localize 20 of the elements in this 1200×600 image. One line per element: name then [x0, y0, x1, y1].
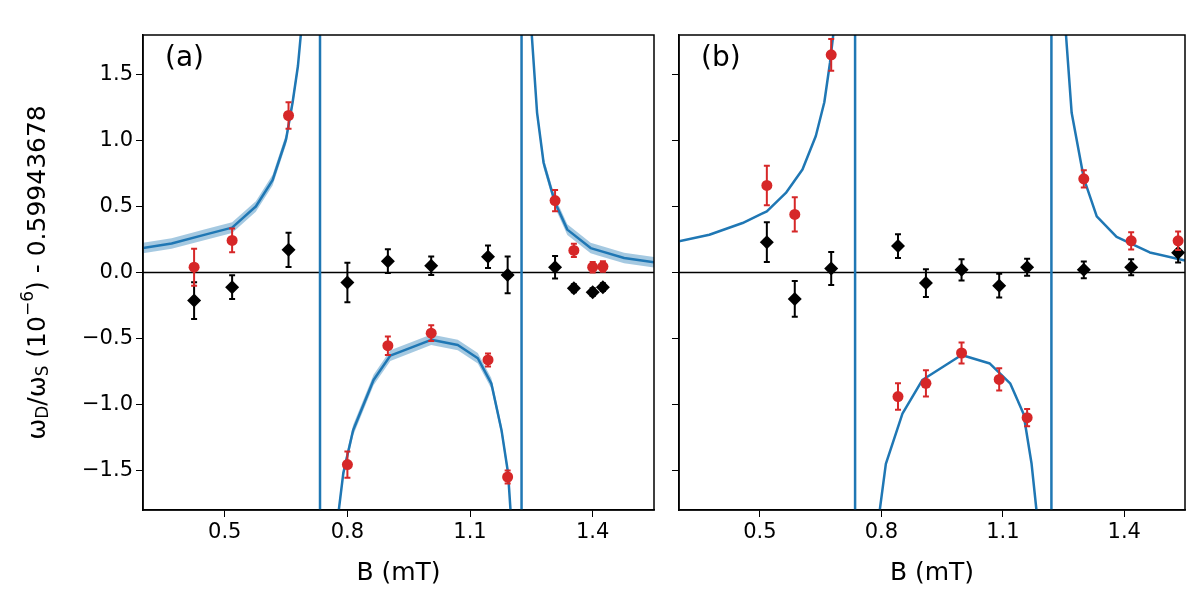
x-tick-label: 0.5	[743, 519, 777, 544]
x-axis-title: B (mT)	[889, 556, 975, 586]
y-tick-label: 0.0	[99, 258, 133, 283]
y-tick-label: 1.5	[99, 61, 133, 86]
x-tick-label: 1.1	[453, 519, 487, 544]
y-tick-label: −1.0	[82, 390, 133, 415]
y-tick-label: 0.5	[99, 192, 133, 217]
annotation: (b)	[701, 40, 741, 74]
x-tick-label: 1.4	[1107, 519, 1141, 544]
x-tick-label: 1.4	[575, 519, 610, 544]
y-tick-label: −0.5	[82, 324, 133, 349]
y-tick-label: −1.5	[82, 456, 133, 481]
y-axis-title: ωD/ωS (10−6) - 0.59943678	[17, 105, 53, 440]
x-tick-label: 1.1	[986, 519, 1020, 544]
y-tick-label: 1.0	[99, 127, 133, 152]
annotation: (a)	[165, 40, 205, 74]
x-tick-label: 0.8	[864, 519, 899, 544]
x-axis-title: B (mT)	[356, 556, 441, 586]
x-tick-label: 0.8	[330, 519, 365, 544]
x-tick-label: 0.5	[208, 519, 242, 544]
